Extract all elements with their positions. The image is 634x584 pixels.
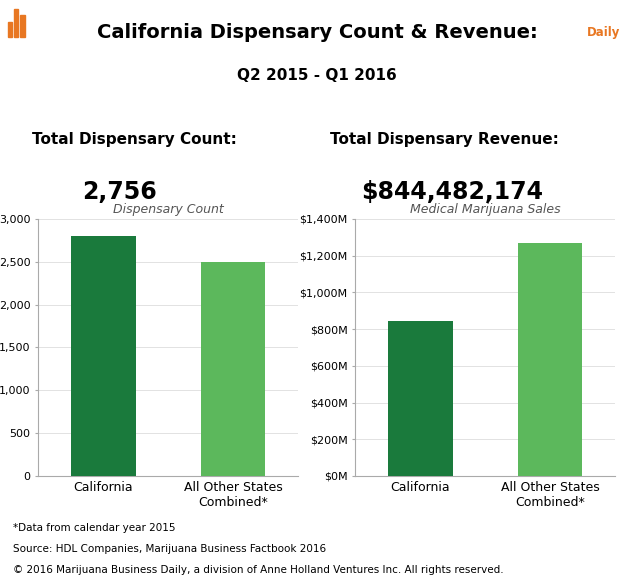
Text: Business: Business <box>536 26 588 39</box>
Bar <box>20 15 25 37</box>
Bar <box>70 236 136 476</box>
Text: 2,756: 2,756 <box>82 180 157 204</box>
Bar <box>14 9 18 37</box>
Bar <box>8 22 12 37</box>
Bar <box>200 262 266 476</box>
Text: *Data from calendar year 2015: *Data from calendar year 2015 <box>13 523 175 533</box>
Text: Total Dispensary Count:: Total Dispensary Count: <box>32 133 236 147</box>
Title: Dispensary Count: Dispensary Count <box>113 203 223 217</box>
Bar <box>387 321 453 476</box>
Text: Chart of the Week: Chart of the Week <box>33 12 233 30</box>
Text: Marijuana: Marijuana <box>563 6 621 19</box>
Text: Source: HDL Companies, Marijuana Business Factbook 2016: Source: HDL Companies, Marijuana Busines… <box>13 544 326 554</box>
Text: $844,482,174: $844,482,174 <box>361 180 543 204</box>
Text: © 2016 Marijuana Business Daily, a division of Anne Holland Ventures Inc. All ri: © 2016 Marijuana Business Daily, a divis… <box>13 565 503 575</box>
Text: Q2 2015 - Q1 2016: Q2 2015 - Q1 2016 <box>237 68 397 84</box>
Text: Total Dispensary Revenue:: Total Dispensary Revenue: <box>330 133 559 147</box>
Text: California Dispensary Count & Revenue:: California Dispensary Count & Revenue: <box>96 23 538 42</box>
Bar <box>517 243 583 476</box>
Title: Medical Marijuana Sales: Medical Marijuana Sales <box>410 203 560 217</box>
Text: Daily: Daily <box>586 26 620 39</box>
